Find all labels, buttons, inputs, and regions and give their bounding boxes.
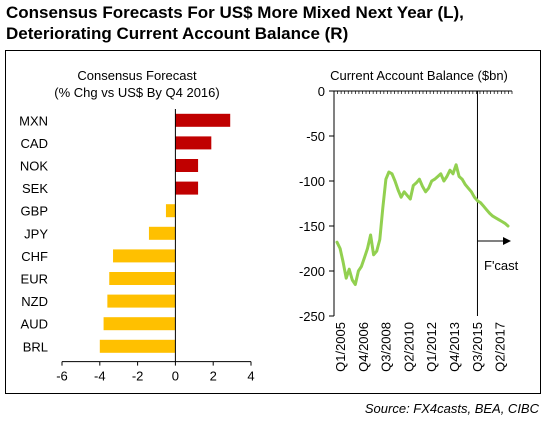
- x-tick-label: Q2/2010: [401, 322, 416, 372]
- x-tick-label: 4: [247, 369, 254, 384]
- bar-aud: [103, 317, 176, 331]
- title-line-2: Deteriorating Current Account Balance (R…: [6, 24, 349, 43]
- forecast-label: F'cast: [484, 258, 519, 273]
- right-chart-title: Current Account Balance ($bn): [330, 68, 508, 83]
- y-tick-label: -100: [299, 174, 325, 189]
- bar-nzd: [107, 294, 176, 308]
- y-tick-label: -250: [299, 309, 325, 324]
- x-tick-label: Q3/2008: [379, 322, 394, 372]
- category-label: BRL: [23, 339, 48, 354]
- x-tick-label: Q3/2015: [470, 322, 485, 372]
- category-label: GBP: [21, 204, 48, 219]
- y-tick-label: -200: [299, 264, 325, 279]
- x-tick-label: -6: [56, 369, 68, 384]
- x-tick-label: -4: [94, 369, 106, 384]
- bar-brl: [99, 339, 176, 353]
- x-tick-label: 2: [210, 369, 217, 384]
- left-chart-subtitle: (% Chg vs US$ By Q4 2016): [54, 85, 219, 100]
- category-label: CHF: [21, 249, 48, 264]
- forecast-arrow-head: [503, 237, 511, 245]
- y-tick-label: -150: [299, 219, 325, 234]
- chart-frame: [5, 50, 541, 394]
- bar-cad: [175, 136, 212, 150]
- category-label: NZD: [21, 294, 48, 309]
- x-tick-label: Q4/2013: [447, 322, 462, 372]
- left-bar-chart: Consensus Forecast (% Chg vs US$ By Q4 2…: [19, 68, 255, 384]
- series-line-current-account: [335, 163, 510, 286]
- x-tick-label: Q2/2017: [493, 322, 508, 372]
- category-label: JPY: [24, 226, 48, 241]
- category-label: SEK: [22, 181, 48, 196]
- x-tick-label: 0: [172, 369, 179, 384]
- bar-chf: [113, 249, 176, 263]
- bar-nok: [175, 159, 199, 172]
- bar-gbp: [165, 204, 176, 218]
- bar-eur: [109, 272, 176, 285]
- x-tick-label: -2: [132, 369, 144, 384]
- x-tick-label: Q1/2005: [333, 322, 348, 372]
- chart-title: Consensus Forecasts For US$ More Mixed N…: [6, 2, 546, 44]
- category-label: NOK: [20, 159, 49, 174]
- x-tick-label: Q4/2006: [356, 322, 371, 372]
- bar-jpy: [148, 226, 176, 240]
- category-label: EUR: [21, 272, 48, 287]
- left-chart-title: Consensus Forecast: [77, 68, 197, 83]
- title-line-1: Consensus Forecasts For US$ More Mixed N…: [6, 3, 464, 22]
- category-label: MXN: [19, 113, 48, 128]
- right-line-chart: Current Account Balance ($bn) 0 -50 -100 -1…: [299, 68, 519, 372]
- source-note: Source: FX4casts, BEA, CIBC: [364, 401, 539, 416]
- category-label: AUD: [21, 317, 48, 332]
- category-label: CAD: [21, 136, 48, 151]
- x-tick-label: Q1/2012: [424, 322, 439, 372]
- y-tick-label: -50: [306, 129, 325, 144]
- y-tick-label: 0: [318, 84, 325, 99]
- bar-sek: [175, 181, 199, 195]
- bar-mxn: [175, 113, 231, 127]
